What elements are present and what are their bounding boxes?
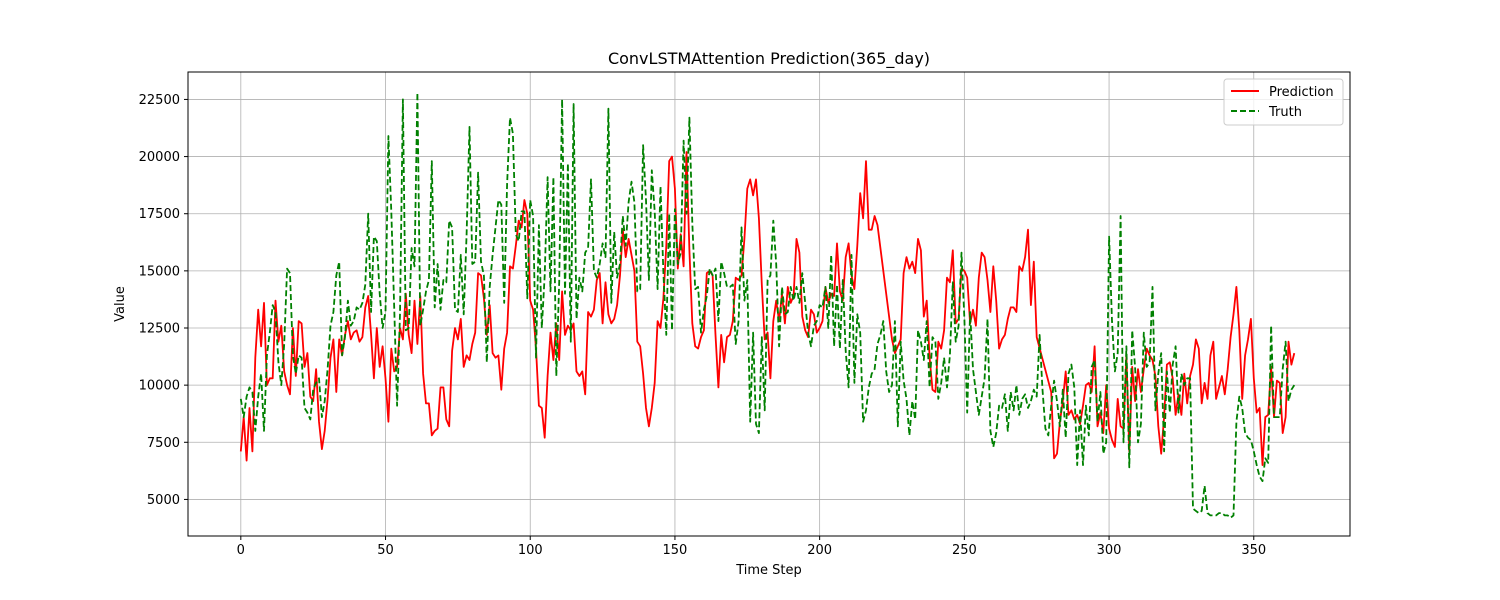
x-tick-label: 0 [237, 543, 245, 558]
x-tick-label: 150 [663, 543, 688, 558]
y-tick-label: 15000 [139, 264, 180, 279]
y-tick-label: 10000 [139, 379, 180, 394]
legend-prediction-label: Prediction [1269, 85, 1334, 100]
x-tick-label: 350 [1241, 543, 1266, 558]
x-tick-label: 250 [952, 543, 977, 558]
x-tick-label: 50 [377, 543, 394, 558]
x-tick-label: 300 [1097, 543, 1122, 558]
series-layer [239, 91, 1296, 519]
y-tick-label: 12500 [139, 322, 180, 337]
x-tick-label: 100 [518, 543, 543, 558]
x-axis-label: Time Step [735, 563, 802, 578]
legend-truth-label: Truth [1268, 105, 1302, 120]
y-tick-label: 7500 [147, 436, 180, 451]
x-tick-label: 200 [807, 543, 832, 558]
series-line-prediction [239, 151, 1296, 466]
y-tick-label: 17500 [139, 207, 180, 222]
plot-frame [187, 71, 1351, 537]
chart-title: ConvLSTMAttention Prediction(365_day) [608, 49, 930, 69]
y-tick-label: 5000 [147, 493, 180, 508]
series-line-truth [239, 91, 1296, 519]
legend: Prediction Truth [1223, 78, 1344, 126]
axis-ticks: 0 50 100 150 200 250 300 350 5000 7500 10000 12500 1… [139, 93, 1267, 558]
y-tick-label: 20000 [139, 150, 180, 165]
y-axis-label: Value [113, 286, 128, 322]
y-tick-label: 22500 [139, 93, 180, 108]
